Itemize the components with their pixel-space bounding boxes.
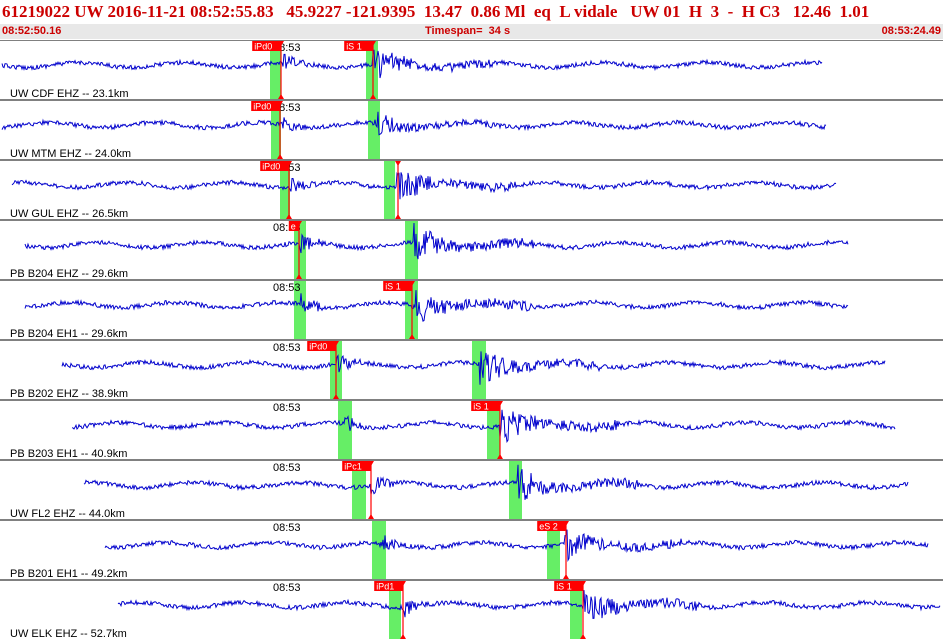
s-pick-marker-bottom [395,214,401,219]
s-window [384,161,395,219]
s-pick-tag[interactable] [344,41,373,51]
p-pick-label: iPd0 [309,342,327,352]
s-window [368,101,380,159]
p-window [352,461,366,519]
end-time-label: 08:53:24.49 [881,25,941,37]
time-range-bar: 08:52:50.16 Timespan= 34 s 08:53:24.49 [0,24,943,39]
p-pick-tag[interactable] [374,581,403,591]
waveform-trace[interactable] [61,351,886,385]
waveform-trace[interactable] [71,409,896,443]
p-pick-label: iPd0 [262,162,280,172]
minute-mark: 08:53 [273,522,301,534]
p-window [271,101,281,159]
s-pick-marker-bottom [563,574,569,579]
minute-mark: 08:53 [273,582,301,594]
p-pick-label: iPc1 [344,462,362,472]
s-window [366,41,378,99]
s-pick-marker-bottom [497,454,503,459]
channel-label: PB B204 EH1 -- 29.6km [10,328,127,340]
p-pick-marker-bottom [296,274,302,279]
timespan-label: Timespan= 34 s [425,25,511,37]
p-pick-marker-bottom [368,514,374,519]
event-summary-title: 61219022 UW 2016-11-21 08:52:55.83 45.92… [2,2,870,21]
start-time-label: 08:52:50.16 [2,25,62,37]
s-pick-label: iS 1 [346,42,362,52]
waveform-trace[interactable] [83,464,909,500]
minute-mark: 08:53 [273,402,301,414]
s-window [570,581,582,639]
minute-mark: 08:53 [273,342,301,354]
s-pick-marker-top [395,161,401,166]
waveform-trace[interactable] [1,111,827,136]
channel-label: PB B203 EH1 -- 40.9km [10,448,127,460]
p-pick-tag[interactable] [288,221,299,231]
p-pick-marker-bottom [277,154,283,159]
waveform-trace[interactable] [11,171,837,200]
minute-mark: 08:53 [273,282,301,294]
channel-label: PB B204 EHZ -- 29.6km [10,268,128,280]
p-pick-label: e [291,222,296,232]
s-window [487,401,500,459]
channel-label: UW FL2 EHZ -- 44.0km [10,508,125,520]
p-pick-marker-bottom [278,94,284,99]
s-pick-tag[interactable] [383,281,412,291]
s-pick-tag[interactable] [554,581,583,591]
waveform-trace[interactable] [24,222,849,260]
s-pick-label: iS 1 [473,402,489,412]
s-pick-marker-bottom [409,334,415,339]
waveform-trace[interactable] [24,290,849,322]
p-window [372,521,386,579]
p-pick-label: iPd0 [253,102,271,112]
channel-row[interactable]: 08:53 iS 1 PB B203 EH1 -- 40.9km [0,399,943,460]
channel-row[interactable]: 08:53 iPc1 UW FL2 EHZ -- 44.0km [0,459,943,520]
event-header: 61219022 UW 2016-11-21 08:52:55.83 45.92… [0,0,943,40]
p-pick-marker-bottom [333,394,339,399]
p-window [280,161,290,219]
p-pick-tag[interactable] [260,161,289,171]
s-window [405,221,418,279]
waveform-trace[interactable] [1,49,823,79]
waveform-trace[interactable] [104,529,929,563]
p-pick-tag[interactable] [251,101,280,111]
p-window [294,281,306,339]
s-window [547,521,560,579]
p-pick-marker-bottom [286,214,292,219]
channel-label: UW GUL EHZ -- 26.5km [10,208,128,220]
s-pick-label: iS 1 [556,582,572,592]
channel-row[interactable]: 08:53 iPd0 PB B202 EHZ -- 38.9km [0,339,943,400]
p-pick-label: iPd0 [254,42,272,52]
p-pick-marker-bottom [400,634,406,639]
channel-label: PB B201 EH1 -- 49.2km [10,568,127,580]
minute-mark: 08:53 [273,462,301,474]
waveform-trace[interactable] [117,590,941,619]
p-pick-tag[interactable] [252,41,281,51]
p-pick-tag[interactable] [307,341,336,351]
p-pick-tag[interactable] [342,461,371,471]
p-window [389,581,401,639]
s-pick-marker-bottom [370,94,376,99]
channel-label: PB B202 EHZ -- 38.9km [10,388,128,400]
p-window [270,41,281,99]
seismogram-panel[interactable]: 08:53 iPd0 iS 1 UW CDF EHZ -- 23.1km 08:53 iP… [0,40,943,640]
channel-label: UW ELK EHZ -- 52.7km [10,628,127,640]
s-pick-tag[interactable] [471,401,500,411]
p-window [338,401,352,459]
s-pick-marker-bottom [580,634,586,639]
channel-label: UW MTM EHZ -- 24.0km [10,148,131,160]
s-pick-tag[interactable] [537,521,566,531]
p-pick-label: iPd1 [376,582,394,592]
s-pick-label: eS 2 [539,522,558,532]
channel-row[interactable]: 08:53 eS 2 PB B201 EH1 -- 49.2km [0,519,943,580]
channel-row[interactable]: 08:53 iS 1 PB B204 EH1 -- 29.6km [0,279,943,340]
s-pick-label: iS 1 [385,282,401,292]
channel-row[interactable]: 08:53 iPd1 iS 1 UW ELK EHZ -- 52.7km [0,579,943,640]
channel-label: UW CDF EHZ -- 23.1km [10,88,129,100]
